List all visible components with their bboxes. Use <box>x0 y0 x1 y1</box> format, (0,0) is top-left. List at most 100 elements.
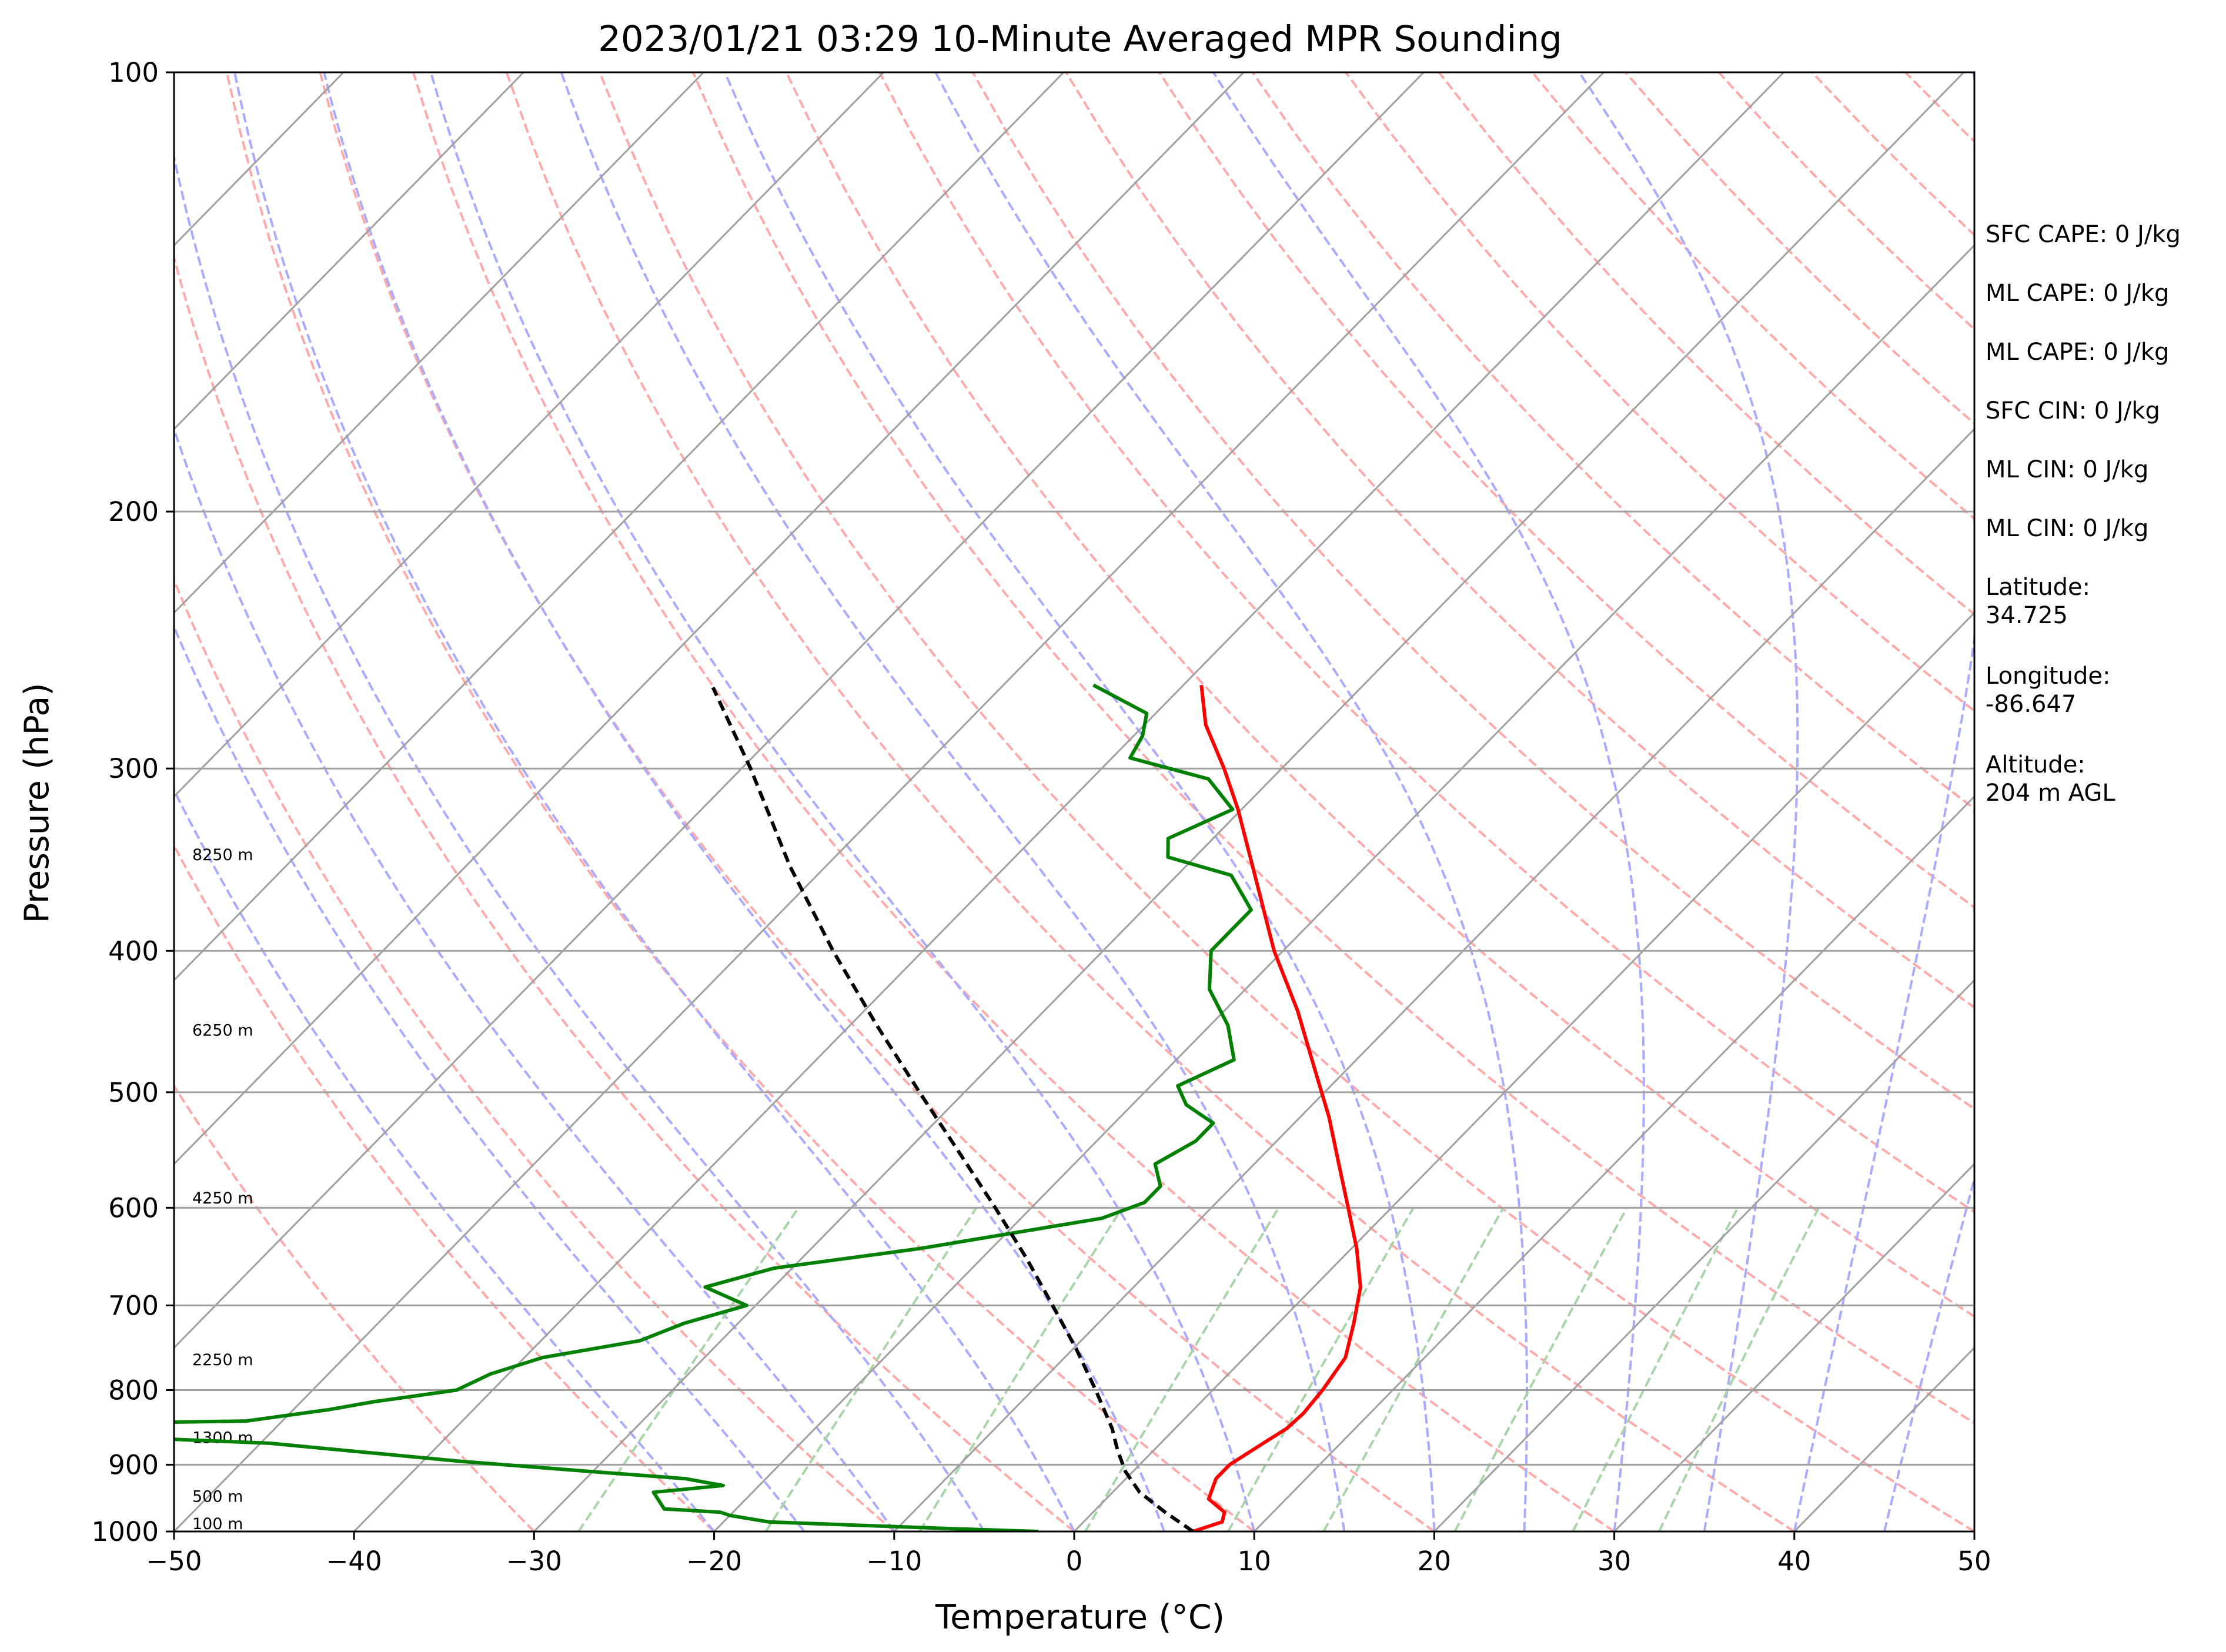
isotherm <box>1254 795 1974 1531</box>
dry-adiabat <box>174 577 895 1531</box>
moist-adiabat <box>233 72 1075 1531</box>
dry-adiabat <box>505 72 1795 1531</box>
height-label: 100 m <box>192 1515 243 1533</box>
moist-adiabat <box>1793 72 1974 1531</box>
moist-adiabat <box>174 426 895 1531</box>
x-tick-label: −50 <box>146 1546 202 1577</box>
x-tick-label: −20 <box>686 1546 742 1577</box>
sounding-annotation: ML CAPE: 0 J/kg <box>1986 280 2169 307</box>
x-tick-label: 10 <box>1238 1546 1271 1577</box>
plot-background <box>174 72 1974 1531</box>
annotation-line: Longitude: <box>1986 663 2110 690</box>
dry-adiabat <box>412 72 1615 1531</box>
y-axis-ticks: 1000 900 800 700 600 500 400 300 200 100 <box>91 57 174 1547</box>
x-tick-label: −30 <box>506 1546 562 1577</box>
isotherm <box>353 72 1785 1531</box>
dry-adiabat <box>225 72 1255 1531</box>
moist-adiabat <box>174 151 985 1531</box>
moist-adiabat <box>174 624 805 1531</box>
height-label: 8250 m <box>192 846 253 864</box>
sounding-annotation: ML CIN: 0 J/kg <box>1986 456 2148 483</box>
chart-title: 2023/01/21 03:29 10-Minute Averaged MPR … <box>598 18 1562 60</box>
isotherm <box>1433 979 1974 1531</box>
x-tick-label: 40 <box>1777 1546 1811 1577</box>
isotherm <box>1613 1162 1974 1531</box>
annotation-line: SFC CIN: 0 J/kg <box>1986 397 2160 424</box>
sounding-annotation: SFC CAPE: 0 J/kg <box>1986 221 2181 248</box>
isotherm <box>174 72 524 430</box>
annotation-line: Latitude: <box>1986 574 2090 601</box>
sounding-annotation: Altitude: 204 m AGL <box>1986 751 2115 807</box>
isotherm <box>174 72 885 798</box>
isotherm <box>174 72 1605 1531</box>
moist-adiabat <box>560 72 1346 1531</box>
parcel-profile <box>711 687 1194 1531</box>
annotation-line: 34.725 <box>1986 602 2068 629</box>
x-axis-ticks: −50 −40 −30 −20 −10 0 10 20 30 40 50 <box>146 1531 1991 1577</box>
x-tick-label: −10 <box>866 1546 922 1577</box>
x-axis-label: Temperature (°C) <box>935 1598 1225 1637</box>
temperature-profile <box>1192 684 1362 1531</box>
x-tick-label: 50 <box>1957 1546 1991 1577</box>
y-tick-label: 100 <box>108 57 159 88</box>
profiles <box>174 683 1362 1531</box>
x-tick-label: 30 <box>1597 1546 1631 1577</box>
dry-adiabat <box>785 72 1974 1318</box>
sounding-annotation: ML CAPE: 0 J/kg <box>1986 339 2169 366</box>
dry-adiabat <box>1251 72 1974 810</box>
annotation-line: 204 m AGL <box>1986 780 2115 807</box>
dry-adiabat <box>1158 72 1974 909</box>
dry-adiabat <box>878 72 1974 1213</box>
y-tick-label: 600 <box>108 1192 159 1223</box>
x-tick-label: 20 <box>1418 1546 1451 1577</box>
sounding-annotation: Longitude: -86.647 <box>1986 663 2110 718</box>
x-tick-label: 0 <box>1066 1546 1083 1577</box>
sounding-indices: SFC CAPE: 0 J/kg ML CAPE: 0 J/kg ML CAPE: … <box>1986 221 2181 807</box>
y-tick-label: 400 <box>108 935 159 967</box>
height-label: 2250 m <box>192 1351 253 1369</box>
isotherm <box>174 72 1425 1349</box>
y-tick-label: 1000 <box>91 1516 159 1547</box>
height-label: 1300 m <box>192 1429 253 1447</box>
y-tick-label: 500 <box>108 1077 159 1108</box>
annotation-line: ML CAPE: 0 J/kg <box>1986 339 2169 366</box>
dry-adiabat <box>599 72 1974 1531</box>
annotation-line: SFC CAPE: 0 J/kg <box>1986 221 2181 248</box>
moist-adiabat <box>1578 72 1799 1531</box>
y-tick-label: 900 <box>108 1449 159 1480</box>
height-label: 500 m <box>192 1488 243 1506</box>
height-labels: 100 m 500 m 1300 m 2250 m 4250 m 6250 m 8250 m <box>192 846 253 1533</box>
moist-adiabat <box>934 72 1528 1531</box>
moist-adiabat <box>429 72 1256 1531</box>
dry-adiabat <box>174 1084 535 1531</box>
height-label: 6250 m <box>192 1022 253 1040</box>
annotation-line: ML CIN: 0 J/kg <box>1986 515 2148 542</box>
y-axis-label: Pressure (hPa) <box>18 683 56 924</box>
sounding-annotation: ML CIN: 0 J/kg <box>1986 515 2148 542</box>
dry-adiabat <box>971 72 1974 1111</box>
annotation-line: Altitude: <box>1986 751 2085 778</box>
isobar-grid <box>174 510 1974 1466</box>
dewpoint-profile <box>174 683 1253 1531</box>
isotherm <box>713 244 1974 1531</box>
annotation-line: ML CAPE: 0 J/kg <box>1986 280 2169 307</box>
moist-adiabat <box>174 787 716 1531</box>
isotherm <box>893 427 1974 1531</box>
y-tick-label: 300 <box>108 753 159 784</box>
annotation-line: -86.647 <box>1986 691 2076 718</box>
moist-adiabat <box>724 72 1436 1531</box>
isotherm <box>1073 611 1974 1531</box>
isotherm <box>174 72 1245 1166</box>
y-tick-label: 800 <box>108 1375 159 1406</box>
isotherm <box>174 72 704 614</box>
x-tick-label: −40 <box>326 1546 382 1577</box>
y-tick-label: 200 <box>108 496 159 527</box>
annotation-line: ML CIN: 0 J/kg <box>1986 456 2148 483</box>
dry-adiabat <box>691 72 1974 1424</box>
sounding-annotation: SFC CIN: 0 J/kg <box>1986 397 2160 424</box>
mixing-ratio-line <box>1322 1207 1505 1531</box>
y-tick-label: 700 <box>108 1290 159 1322</box>
sounding-annotation: Latitude: 34.725 <box>1986 574 2090 629</box>
isotherm <box>174 72 1065 982</box>
